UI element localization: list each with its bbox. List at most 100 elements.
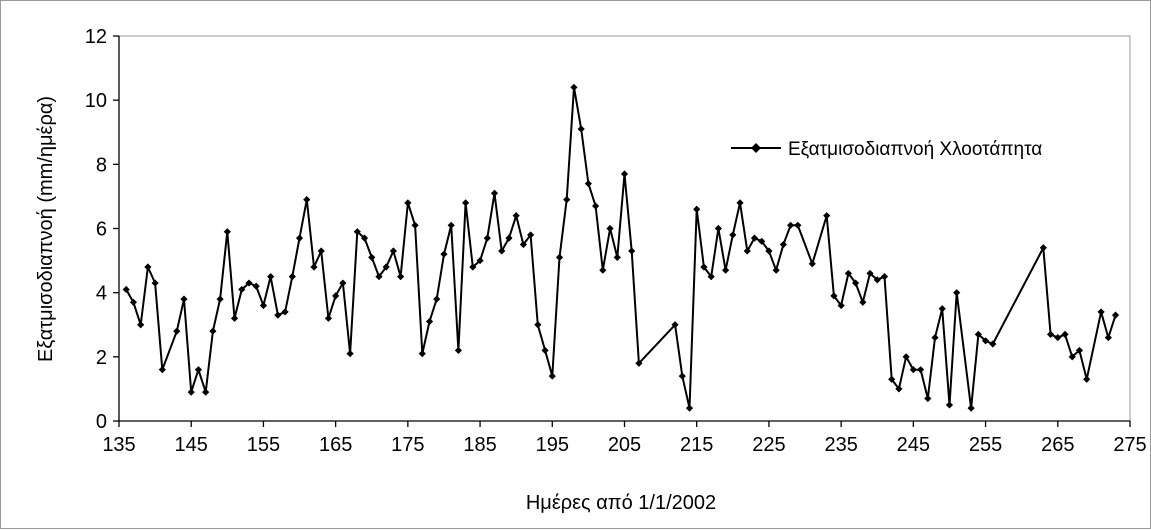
data-point — [895, 385, 903, 393]
data-point — [888, 375, 896, 383]
data-point — [974, 330, 982, 338]
x-tick-label: 185 — [463, 434, 496, 456]
data-point — [1104, 333, 1112, 342]
x-tick-label: 165 — [319, 434, 352, 456]
data-point — [469, 263, 477, 271]
data-point — [194, 366, 203, 374]
data-point — [462, 199, 470, 207]
y-tick-labels: 0 2 4 6 8 10 12 — [85, 26, 119, 433]
data-point — [830, 292, 838, 300]
x-tick-labels: 135 145 155 165 175 185 195 205 215 225 235 245 255 2… — [102, 421, 1147, 456]
data-point — [281, 308, 289, 316]
data-point — [758, 237, 766, 245]
data-point — [245, 279, 253, 287]
data-point — [498, 247, 506, 255]
data-point — [129, 298, 138, 306]
y-tick-label: 0 — [96, 411, 107, 433]
data-point — [714, 224, 722, 233]
y-tick-label: 10 — [85, 90, 107, 112]
data-point — [938, 305, 946, 313]
data-point — [599, 266, 607, 274]
data-point — [404, 199, 412, 207]
data-point — [440, 250, 448, 258]
legend: Εξατμισοδιαπνοή Χλοοτάπητα — [731, 139, 1042, 160]
data-point — [1061, 330, 1069, 338]
data-point — [202, 388, 210, 396]
data-point — [570, 83, 578, 91]
y-tick-label: 6 — [96, 219, 107, 241]
data-point — [137, 321, 145, 329]
plot-area — [118, 35, 1131, 422]
x-tick-label: 195 — [536, 434, 569, 456]
x-tick-label: 155 — [247, 434, 280, 456]
data-point — [187, 388, 195, 396]
data-point — [794, 221, 802, 229]
x-tick-label: 265 — [1041, 434, 1074, 456]
data-point — [418, 350, 426, 358]
data-point — [534, 321, 542, 329]
data-point — [555, 253, 564, 261]
data-point — [786, 221, 795, 229]
data-point — [967, 404, 975, 412]
y-tick-label: 4 — [96, 283, 107, 305]
data-point — [332, 292, 340, 300]
data-point — [180, 295, 188, 303]
data-point — [317, 247, 325, 255]
data-point — [519, 240, 527, 249]
data-point — [144, 263, 152, 271]
data-point — [981, 337, 990, 345]
data-point — [592, 202, 600, 210]
data-point — [324, 314, 333, 322]
data-point — [1111, 311, 1120, 319]
data-point — [953, 289, 961, 297]
data-point — [707, 273, 715, 281]
legend-label: Εξατμισοδιαπνοή Χλοοτάπητα — [788, 139, 1042, 160]
data-point — [743, 247, 751, 255]
data-point — [339, 279, 347, 287]
x-tick-label: 145 — [175, 434, 208, 456]
data-point — [209, 327, 217, 335]
y-axis-label: Εξατμισοδιαπνοή (mm/ημέρα) — [35, 96, 57, 362]
data-point — [1054, 333, 1062, 342]
data-point — [476, 256, 484, 265]
series-group — [122, 83, 1120, 412]
data-point — [613, 253, 621, 261]
data-point — [447, 221, 455, 229]
data-point — [902, 353, 910, 361]
data-point — [368, 253, 376, 261]
data-point — [635, 359, 643, 367]
data-point — [736, 199, 744, 207]
legend-marker — [751, 143, 761, 153]
data-point — [295, 234, 304, 242]
data-point — [173, 327, 181, 335]
x-tick-label: 235 — [824, 434, 857, 456]
data-point — [346, 350, 354, 358]
data-point — [577, 125, 585, 133]
data-point — [844, 269, 852, 278]
data-point — [483, 234, 491, 242]
data-point — [490, 189, 499, 197]
data-point — [924, 394, 932, 403]
data-point — [433, 295, 441, 303]
data-point — [916, 366, 925, 374]
data-point — [158, 366, 166, 374]
data-point — [151, 279, 159, 287]
data-point — [837, 301, 845, 310]
x-tick-label: 215 — [680, 434, 713, 456]
data-point — [584, 179, 592, 188]
data-point — [375, 273, 383, 281]
data-point — [411, 221, 419, 229]
data-point — [216, 295, 224, 303]
data-point — [823, 212, 831, 220]
data-point — [252, 282, 260, 290]
data-point — [512, 212, 520, 220]
data-point — [288, 273, 296, 281]
data-point — [620, 170, 629, 178]
data-point — [909, 366, 917, 374]
x-tick-label: 225 — [752, 434, 785, 456]
data-point — [274, 311, 282, 319]
data-point — [931, 333, 939, 342]
data-point — [310, 263, 318, 271]
data-point — [880, 273, 889, 281]
